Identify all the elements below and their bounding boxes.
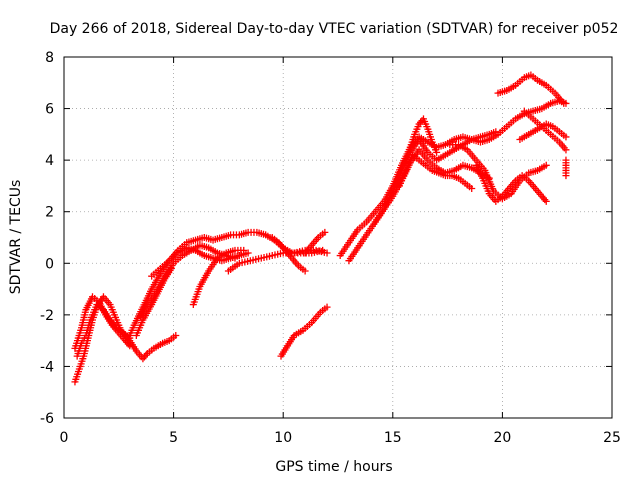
series-arc-16 [395,151,476,193]
series-arc-20 [472,161,550,205]
series-arc-13 [336,97,570,260]
data-point [172,331,180,339]
data-point [542,197,550,205]
x-tick-label: 15 [384,430,402,446]
series-arc-3 [73,301,134,360]
y-tick-label: 4 [45,153,54,169]
data-point [562,156,570,164]
series-arc-18 [446,141,550,203]
data-point [560,99,568,107]
plot-frame [63,56,613,419]
x-tick-label: 25 [603,430,621,446]
series-arc-17 [406,115,441,156]
series-arc-10 [268,234,309,275]
data-point [468,185,476,193]
data-point [321,228,329,236]
y-tick-label: 0 [45,256,54,272]
series-arc-19 [494,71,568,107]
data-point [240,246,248,254]
x-axis-label: GPS time / hours [275,459,392,475]
data-point [562,133,570,141]
y-tick-label: -6 [40,411,54,427]
data-point [323,303,331,311]
series-arc-21 [516,120,570,144]
series-arc-12 [301,228,329,257]
chart-title: Day 266 of 2018, Sidereal Day-to-day VTE… [50,21,619,37]
data-point [244,249,252,257]
data-point [542,161,550,169]
x-tick-label: 5 [169,430,178,446]
x-tick-label: 0 [60,430,69,446]
data-point [562,146,570,154]
series-arc-14 [345,128,500,265]
series-arc-4 [124,228,327,345]
data-point [492,128,500,136]
y-tick-label: 6 [45,102,54,118]
grid-lines [64,57,612,418]
series-arc-22 [520,107,570,154]
y-tick-label: 2 [45,205,54,221]
data-points [71,71,570,386]
series-arc-8 [189,246,248,309]
y-tick-label: -2 [40,308,54,324]
data-point [323,249,331,257]
series-arc-6 [132,264,175,339]
series-arc-23 [562,156,570,180]
data-point [167,264,175,272]
data-point [433,148,441,156]
x-tick-label: 10 [274,430,292,446]
y-tick-label: -4 [40,359,54,375]
series-arc-11 [277,303,331,360]
y-axis-label: SDTVAR / TECUs [8,180,24,295]
x-tick-label: 20 [493,430,511,446]
data-point [301,267,309,275]
axis-ticks: 0 5 10 15 20 25 -6 -4 -2 0 2 4 6 8 [40,50,621,446]
y-tick-label: 8 [45,50,54,66]
